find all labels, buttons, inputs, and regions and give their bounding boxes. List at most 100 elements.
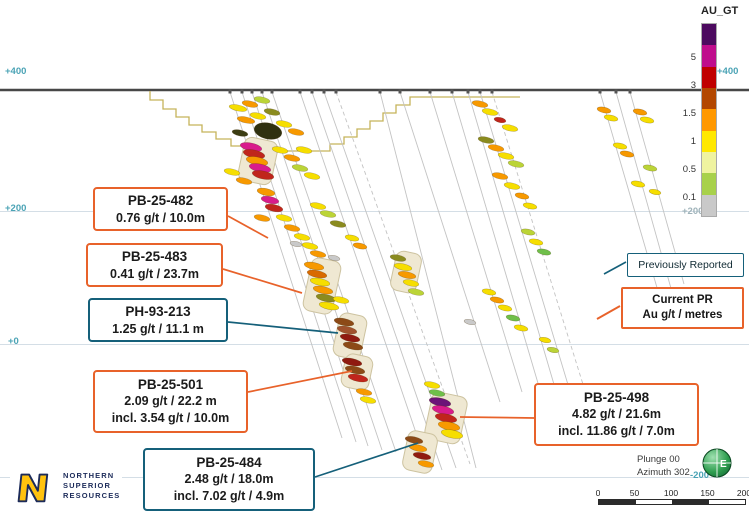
assay-interval-disk <box>318 301 340 311</box>
legend-current-pr: Current PR Au g/t / metres <box>621 287 744 329</box>
assay-interval-disk <box>612 142 628 150</box>
assay-interval-disk <box>329 220 347 228</box>
intercept-halo <box>402 430 438 474</box>
drill-collar-mark <box>466 89 470 94</box>
assay-interval-disk <box>332 296 350 304</box>
assay-interval-disk <box>309 202 327 210</box>
assay-interval-disk <box>342 341 364 351</box>
assay-interval-disk <box>289 241 303 247</box>
callout-hole-id: PB-25-498 <box>583 389 650 405</box>
pit-outline <box>149 91 520 152</box>
scale-bar-tick-label: 50 <box>629 488 640 498</box>
elevation-label-right-400: +400 <box>717 66 739 77</box>
company-name: NORTHERN SUPERIOR RESOURCES <box>63 471 120 501</box>
callout-value-line: 0.76 g/t / 10.0m <box>116 210 205 225</box>
elevation-label-left-200: +200 <box>5 203 27 214</box>
assay-interval-disk <box>489 296 505 304</box>
assay-interval-disk <box>339 333 361 343</box>
assay-interval-disk <box>249 112 267 120</box>
company-name-line1: NORTHERN <box>63 470 115 480</box>
callout-leader-line <box>222 268 303 294</box>
elevation-label-right-minus200: -200 <box>690 470 710 481</box>
assay-interval-disk <box>275 214 293 222</box>
assay-interval-disk <box>275 120 293 128</box>
assay-interval-disk <box>404 436 424 444</box>
azimuth-label: Azimuth 302 <box>637 467 690 479</box>
callout-value-line: incl. 3.54 g/t / 10.0m <box>111 411 230 426</box>
drill-trace <box>429 91 523 393</box>
colorbar-segment <box>702 66 716 88</box>
au-colorbar-ticks: 5 3 1.5 1 0.5 0.1 <box>672 24 699 224</box>
assay-interval-disk <box>256 187 276 197</box>
colorbar-segment <box>702 194 716 216</box>
assay-interval-disk <box>301 242 319 250</box>
drill-collar-mark <box>250 89 254 94</box>
assay-interval-disk <box>393 263 413 271</box>
assay-interval-disk <box>507 160 525 168</box>
assay-interval-disk <box>491 172 509 180</box>
assay-interval-disk <box>402 279 420 287</box>
callout-lines: 0.76 g/t / 10.0m <box>116 210 205 227</box>
assay-interval-disk <box>223 168 241 176</box>
elevation-label-left-0: +0 <box>8 336 19 347</box>
callout-lines: 4.82 g/t / 21.6m incl. 11.86 g/t / 7.0m <box>558 406 675 440</box>
assay-interval-disk <box>632 108 648 116</box>
drill-trace <box>451 91 541 391</box>
assay-interval-disk <box>648 189 662 195</box>
drill-collar-mark <box>598 89 602 94</box>
drill-collar-mark <box>490 89 494 94</box>
assay-interval-disk <box>546 347 560 353</box>
company-name-line2: SUPERIOR <box>63 480 111 490</box>
drill-trace <box>299 91 429 469</box>
assay-interval-disk <box>412 452 432 460</box>
drill-collar-mark <box>334 89 338 94</box>
assay-interval-disk <box>303 261 325 271</box>
assay-interval-disk <box>271 146 289 154</box>
scale-bar-tick-label: 200 <box>736 488 749 498</box>
plunge-label: Plunge 00 <box>637 454 680 465</box>
assay-interval-disk <box>264 203 284 213</box>
callout-value-line: 2.48 g/t / 18.0m <box>184 472 274 487</box>
callout-lines: 0.41 g/t / 23.7m <box>110 266 199 283</box>
assay-interval-disk <box>630 180 646 188</box>
assay-interval-disk <box>514 192 530 200</box>
assay-interval-disk <box>538 337 552 343</box>
drill-collar-mark <box>298 89 302 94</box>
callout-hole-id: PH-93-213 <box>125 304 191 319</box>
scale-bar-tick-label: 0 <box>595 488 601 498</box>
assay-interval-disk <box>291 164 309 172</box>
colorbar-segment <box>702 45 716 67</box>
colorbar-tick-label: 5 <box>690 52 696 63</box>
legend-previously-reported: Previously Reported <box>627 253 744 277</box>
company-name-line3: RESOURCES <box>63 491 121 501</box>
assay-interval-disk <box>319 210 337 218</box>
drill-collar-mark <box>614 89 618 94</box>
assay-interval-disk <box>241 100 259 108</box>
callout-lines: 2.48 g/t / 18.0m incl. 7.02 g/t / 4.9m <box>174 471 284 505</box>
assay-interval-disk <box>417 460 435 468</box>
drillhole-callout: PH-93-213 1.25 g/t / 11.1 m <box>88 298 228 343</box>
assay-interval-disk <box>253 122 283 140</box>
drill-collar-mark <box>310 89 314 94</box>
drillhole-callout: PB-25-483 0.41 g/t / 23.7m <box>86 243 223 288</box>
assay-interval-disk <box>283 154 301 162</box>
colorbar-segment <box>702 130 716 152</box>
scale-bar-tick-label: 100 <box>663 488 679 498</box>
assay-interval-disk <box>359 396 377 404</box>
drill-trace <box>491 91 587 395</box>
callout-hole-id: PB-25-484 <box>196 454 262 470</box>
callout-lines: 1.25 g/t / 11.1 m <box>112 321 204 338</box>
scale-bar-segment <box>599 500 636 504</box>
assay-interval-disk <box>503 182 521 190</box>
assay-interval-disk <box>477 136 495 144</box>
assay-interval-disk <box>236 116 256 124</box>
drill-collar-mark <box>270 89 274 94</box>
callout-value-line: 4.82 g/t / 21.6m <box>572 407 661 422</box>
callout-hole-id: PB-25-501 <box>137 376 204 392</box>
view-info: Plunge 00 Azimuth 302 <box>637 453 690 480</box>
assay-interval-disk <box>253 96 271 104</box>
au-colorbar <box>702 24 716 216</box>
company-logo: NORTHERN SUPERIOR RESOURCES <box>10 462 123 510</box>
assay-interval-disk <box>463 319 477 325</box>
view-orientation-compass: E <box>702 448 732 478</box>
